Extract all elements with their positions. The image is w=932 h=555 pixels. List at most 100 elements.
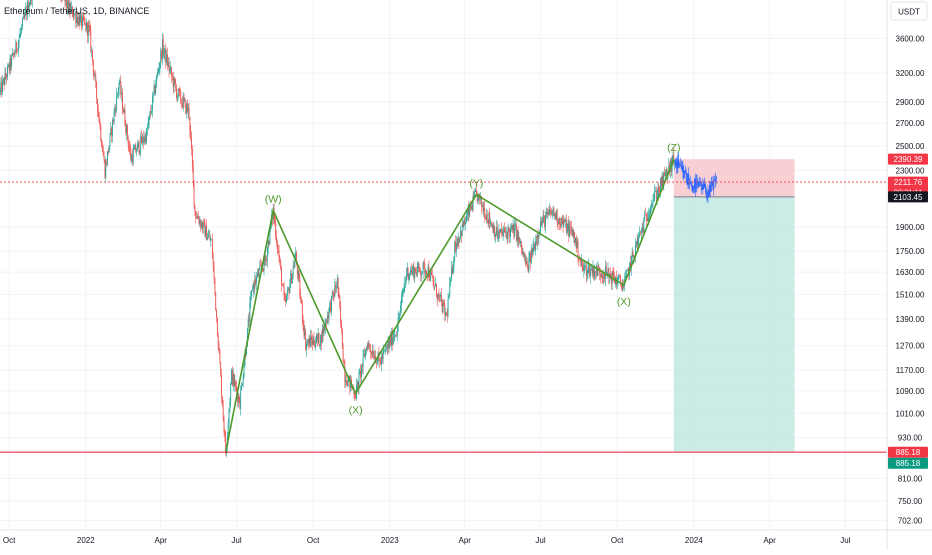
candle-body [640, 232, 641, 233]
candle-body [712, 182, 713, 189]
candle-body [210, 240, 211, 241]
candle-body [105, 162, 106, 177]
candle-body [332, 292, 333, 296]
candle-body [124, 110, 125, 113]
candle-body [673, 155, 674, 159]
candle [342, 328, 343, 349]
candle-body [697, 181, 698, 182]
candle-body [182, 102, 183, 107]
currency-button[interactable]: USDT [891, 2, 927, 20]
candle-body [706, 192, 707, 196]
candle-body [312, 341, 313, 345]
candle-body [269, 241, 270, 244]
candle-body [651, 207, 652, 208]
candle-body [678, 160, 679, 168]
y-tick-label: 1170.00 [896, 366, 925, 375]
candle-body [20, 33, 21, 38]
candle-body [414, 268, 415, 278]
candle-body [115, 109, 116, 110]
candle-body [311, 337, 312, 341]
candle-body [645, 214, 646, 215]
candle [408, 267, 409, 280]
candle-body [134, 145, 135, 149]
candle-body [147, 129, 148, 130]
candle-body [164, 52, 165, 54]
candle-body [293, 267, 294, 274]
candle-body [691, 182, 692, 186]
candle-body [3, 79, 4, 81]
candle-body [463, 223, 464, 227]
candle-body [571, 228, 572, 231]
candle-body [215, 292, 216, 310]
candle-body [412, 269, 413, 273]
candle-body [506, 232, 507, 233]
candle-body [135, 145, 136, 152]
candle-body [220, 363, 221, 375]
candle-body [285, 301, 286, 303]
candle-body [222, 396, 223, 406]
candle-body [465, 222, 466, 224]
candle-body [186, 104, 187, 113]
candle-body [473, 196, 474, 210]
candle-body [408, 268, 409, 280]
candle-body [588, 266, 589, 268]
candle-body [370, 349, 371, 352]
candle-body [235, 382, 236, 387]
candle-body [194, 205, 195, 212]
candle-body [119, 83, 120, 91]
candle-body [224, 432, 225, 435]
candle-body [404, 281, 405, 288]
candle-body [498, 236, 499, 237]
candle-body [400, 305, 401, 313]
candle-body [118, 90, 119, 93]
candle-body [381, 356, 382, 364]
candle-body [436, 284, 437, 296]
candle [104, 159, 105, 179]
candle-body [587, 274, 588, 276]
candle-body [492, 225, 493, 226]
candle-body [458, 238, 459, 242]
candle-body [467, 214, 468, 216]
candle-body [681, 164, 682, 169]
candle-body [170, 68, 171, 69]
candle-body [484, 208, 485, 217]
candle-body [591, 269, 592, 270]
candle-body [343, 348, 344, 361]
candle-body [290, 273, 291, 285]
candle-body [368, 343, 369, 349]
candle-body [622, 286, 623, 291]
y-tick-label: 1750.00 [896, 247, 925, 256]
candle-body [533, 248, 534, 255]
candle-body [359, 371, 360, 373]
candle-body [703, 184, 704, 187]
candle-body [516, 224, 517, 239]
candle-body [196, 217, 197, 218]
candle-body [133, 150, 134, 163]
candle-body [329, 303, 330, 308]
candle-body [548, 212, 549, 214]
candle-body [552, 210, 553, 214]
candle-body [10, 58, 11, 70]
candle-body [188, 108, 189, 112]
candle-body [581, 261, 582, 263]
candle-body [584, 265, 585, 268]
candle-body [159, 63, 160, 69]
candle-body [377, 360, 378, 363]
candle-body [300, 296, 301, 300]
candle-body [249, 319, 250, 321]
candle-body [364, 354, 365, 355]
candle-body [266, 260, 267, 261]
candle-body [140, 136, 141, 151]
candle-body [257, 272, 258, 276]
candle-body [5, 73, 6, 85]
candle-body [265, 260, 266, 261]
candle-body [232, 370, 233, 385]
candle-body [639, 232, 640, 234]
candle-body [594, 271, 595, 277]
candle-body [206, 226, 207, 240]
candle [234, 373, 235, 387]
candle-body [183, 97, 184, 107]
candle-body [306, 344, 307, 350]
